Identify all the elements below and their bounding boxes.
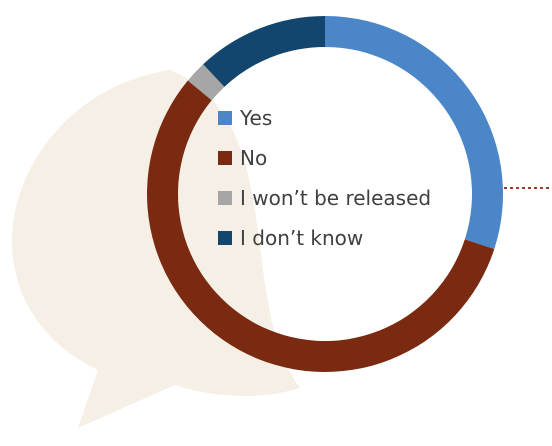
legend-item-yes: Yes: [218, 106, 431, 130]
legend-label-no: No: [240, 146, 268, 170]
legend-swatch-wont-be-released: [218, 191, 232, 205]
legend-label-wont-be-released: I won’t be released: [240, 186, 432, 210]
legend-label-yes: Yes: [240, 106, 273, 130]
legend-item-wont-be-released: I won’t be released: [218, 186, 431, 210]
legend-swatch-no: [218, 151, 232, 165]
legend-swatch-yes: [218, 111, 232, 125]
legend-swatch-dont-know: [218, 231, 232, 245]
donut-slice-dont-know: [203, 16, 325, 87]
legend: Yes No I won’t be released I don’t know: [218, 106, 431, 250]
legend-label-dont-know: I don’t know: [240, 226, 364, 250]
donut-slice-no: [146, 80, 495, 373]
donut-slices: [146, 16, 503, 373]
donut-slice-wont-be-released: [187, 64, 225, 101]
donut-slice-yes: [325, 16, 503, 250]
legend-item-no: No: [218, 146, 431, 170]
legend-item-dont-know: I don’t know: [218, 226, 431, 250]
